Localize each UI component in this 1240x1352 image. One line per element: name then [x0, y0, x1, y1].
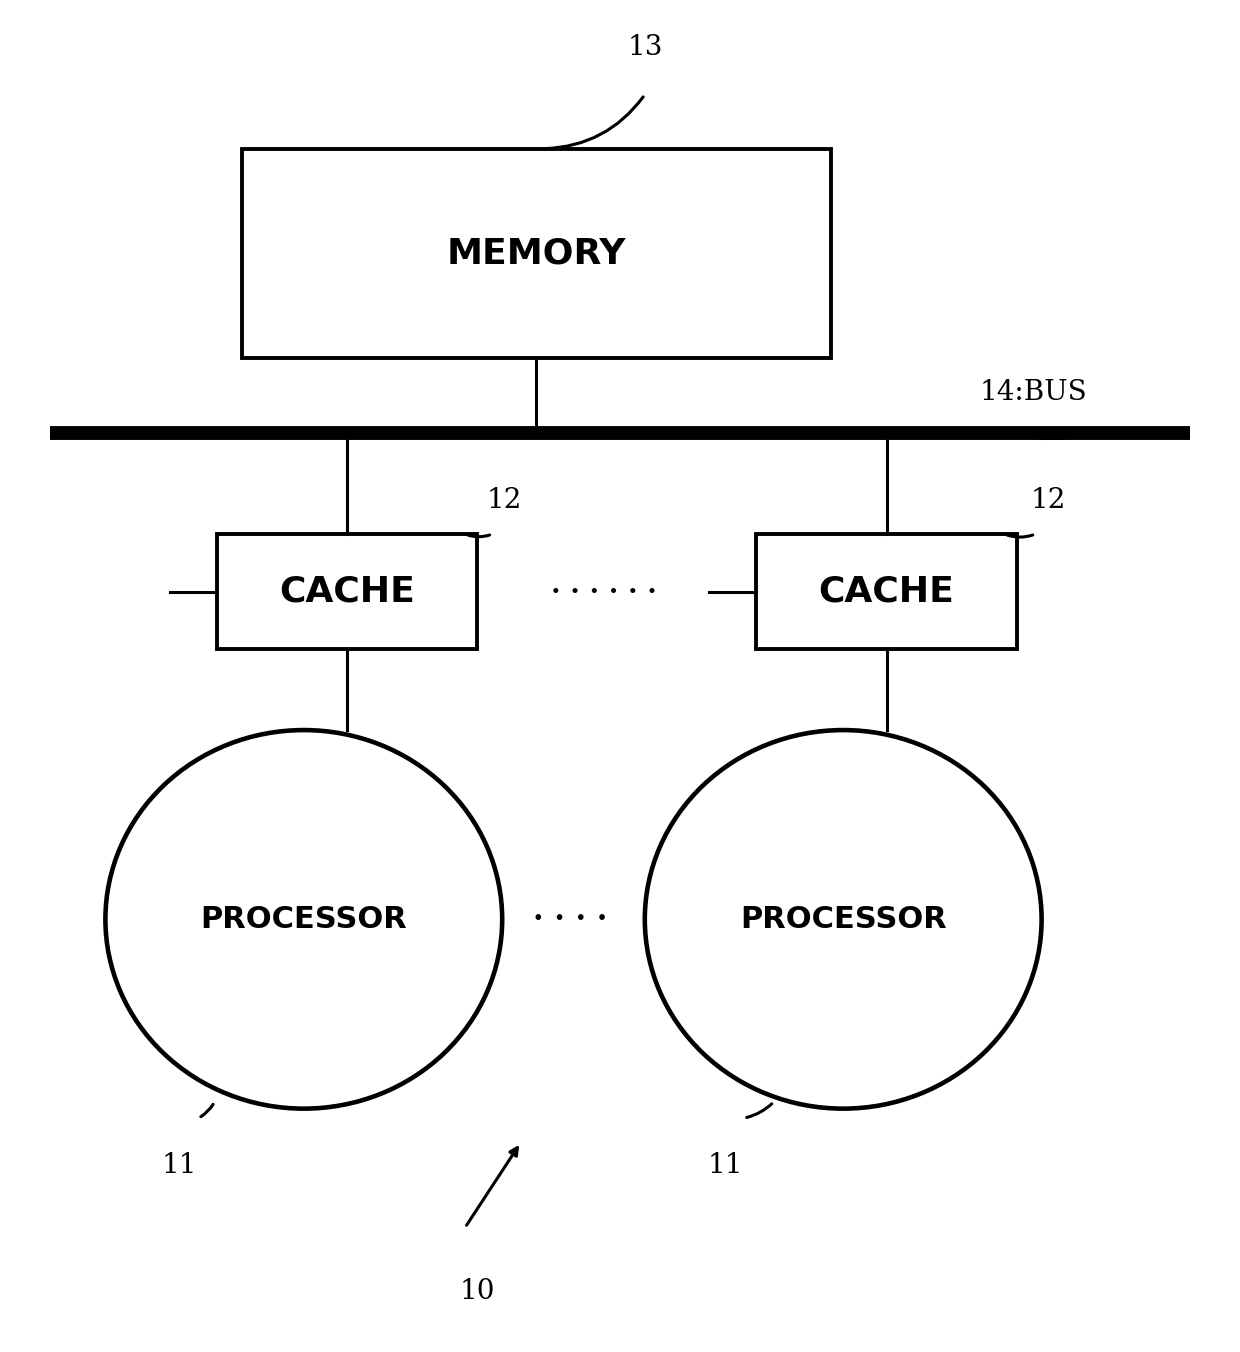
Text: PROCESSOR: PROCESSOR — [740, 904, 946, 934]
Text: 11: 11 — [162, 1152, 197, 1179]
Text: 11: 11 — [708, 1152, 743, 1179]
Ellipse shape — [645, 730, 1042, 1109]
Text: 14:BUS: 14:BUS — [980, 379, 1087, 406]
Bar — [756, 534, 1017, 649]
Text: 13: 13 — [627, 34, 662, 61]
Text: PROCESSOR: PROCESSOR — [201, 904, 407, 934]
Text: CACHE: CACHE — [279, 575, 415, 608]
Text: 12: 12 — [1030, 487, 1065, 514]
Text: MEMORY: MEMORY — [446, 237, 626, 270]
Text: · · · ·: · · · · — [533, 904, 608, 934]
Text: 12: 12 — [487, 487, 522, 514]
Text: · · · · · ·: · · · · · · — [551, 579, 657, 606]
Bar — [242, 149, 831, 358]
Text: CACHE: CACHE — [818, 575, 955, 608]
Bar — [217, 534, 477, 649]
Text: 10: 10 — [460, 1278, 495, 1305]
Ellipse shape — [105, 730, 502, 1109]
